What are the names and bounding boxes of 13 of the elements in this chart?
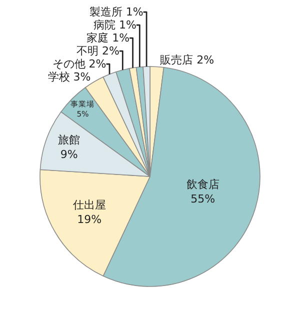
slice-label: 旅館 [58,134,80,147]
data-label: 55% [190,192,216,206]
slice-label: 仕出屋 [72,198,106,212]
slice-label: 学校 3% [48,70,91,84]
data-label: 19% [77,212,102,226]
slice-label: 製造所 1% [89,6,144,19]
slice-label: 家庭 1% [86,32,130,45]
slice-label: 病院 1% [93,18,136,32]
slice-label: その他 2% [52,58,106,71]
data-label: 9% [60,148,78,162]
slice-label: 販売店 2% [160,54,214,67]
slice-label: 飲食店 [186,178,220,192]
slice-label: 不明 2% [76,44,120,58]
